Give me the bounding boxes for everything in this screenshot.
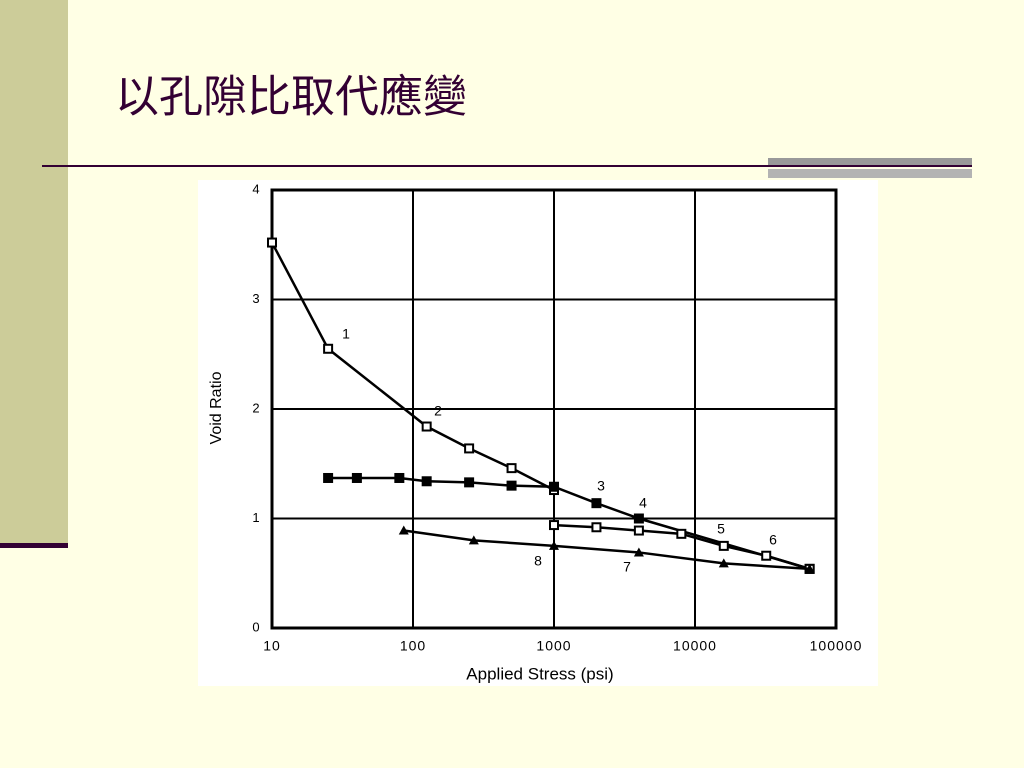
accent-bar [768, 158, 972, 165]
marker [549, 540, 559, 550]
curve-label: 1 [342, 326, 350, 342]
curve-label: 5 [717, 521, 725, 537]
plot-frame [270, 188, 838, 630]
x-tick-label: 100000 [810, 638, 863, 654]
curve-label: 4 [639, 495, 647, 511]
accent-bar [768, 169, 972, 178]
marker [549, 481, 559, 492]
x-tick-label: 10000 [673, 638, 717, 654]
series-line [403, 529, 810, 571]
marker [549, 520, 559, 531]
x-tick-label: 1000 [536, 638, 571, 654]
curve-label: 3 [597, 478, 605, 494]
marker [394, 472, 405, 483]
marker [468, 535, 479, 545]
marker [506, 463, 517, 474]
chart: 10 100 1000 10000 100000 0 1 2 3 4 Applied Stress … [208, 181, 863, 683]
marker [591, 522, 602, 533]
marker [676, 528, 687, 539]
side-bar [0, 0, 68, 545]
marker [323, 472, 334, 483]
marker [633, 525, 644, 536]
marker [718, 558, 729, 568]
marker [351, 472, 362, 483]
marker [591, 498, 602, 509]
marker [421, 476, 432, 487]
marker [804, 563, 815, 573]
series-line [328, 476, 810, 571]
marker [267, 237, 277, 248]
slide-title: 以孔隙比取代應變 [115, 72, 467, 123]
chart-background [198, 180, 878, 686]
marker [761, 550, 772, 561]
marker [421, 421, 432, 432]
x-axis-label: Applied Stress (psi) [466, 664, 613, 683]
y-axis-label: Void Ratio [208, 371, 225, 444]
series-line [270, 241, 555, 492]
curve-label: 8 [534, 553, 542, 569]
side-bar-rule [0, 543, 68, 548]
y-tick-label: 2 [252, 400, 259, 415]
y-tick-label: 3 [252, 291, 259, 306]
marker [633, 513, 644, 524]
marker [633, 547, 644, 557]
curve-label: 2 [434, 403, 442, 419]
y-tick-label: 4 [252, 181, 259, 196]
y-tick-label: 1 [252, 510, 259, 525]
marker [464, 443, 475, 454]
marker [323, 343, 334, 354]
marker [398, 525, 409, 535]
marker [464, 477, 475, 488]
x-tick-label: 10 [263, 638, 281, 654]
curve-label: 6 [769, 532, 777, 548]
marker [718, 540, 729, 551]
marker [506, 480, 517, 491]
curve-label: 7 [623, 559, 631, 575]
title-rule [42, 165, 972, 167]
x-tick-label: 100 [400, 638, 426, 654]
y-tick-label: 0 [252, 619, 259, 634]
